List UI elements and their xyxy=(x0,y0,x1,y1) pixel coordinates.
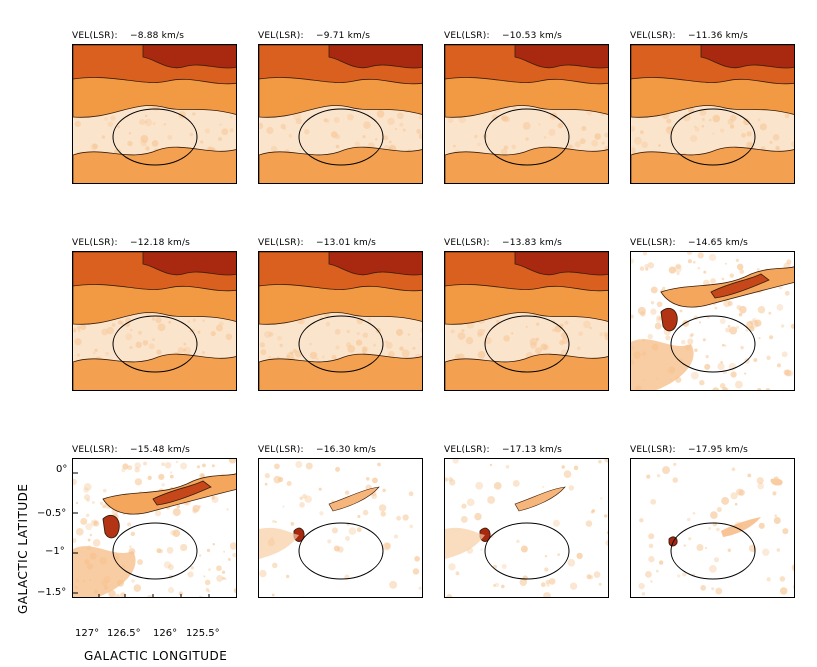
emission-map xyxy=(73,459,236,597)
region-ellipse xyxy=(112,522,198,580)
velocity-label-12: VEL(LSR): −17.95 km/s xyxy=(630,445,749,455)
y-tick-label: −0.5° xyxy=(37,508,67,519)
channel-map-panel-4 xyxy=(630,44,795,184)
region-ellipse xyxy=(484,522,570,580)
x-tick-label: 127° xyxy=(75,628,100,639)
emission-map xyxy=(73,252,236,390)
channel-map-panel-10 xyxy=(258,458,423,598)
region-ellipse xyxy=(298,522,384,580)
velocity-label-4: VEL(LSR): −11.36 km/s xyxy=(630,31,749,41)
y-tick-label: −1° xyxy=(45,546,65,557)
region-ellipse xyxy=(112,315,198,373)
velocity-label-2: VEL(LSR): −9.71 km/s xyxy=(258,31,371,41)
emission-map xyxy=(445,45,608,183)
region-ellipse xyxy=(112,108,198,166)
region-ellipse xyxy=(670,108,756,166)
y-tick-label: −1.5° xyxy=(37,587,67,598)
velocity-label-11: VEL(LSR): −17.13 km/s xyxy=(444,445,563,455)
channel-map-panel-1 xyxy=(72,44,237,184)
emission-map xyxy=(631,252,794,390)
emission-map xyxy=(259,45,422,183)
emission-map xyxy=(445,252,608,390)
channel-map-panel-11 xyxy=(444,458,609,598)
velocity-label-10: VEL(LSR): −16.30 km/s xyxy=(258,445,377,455)
x-tick-label: 126.5° xyxy=(107,628,141,639)
channel-map-panel-6 xyxy=(258,251,423,391)
emission-map xyxy=(631,459,794,597)
velocity-label-7: VEL(LSR): −13.83 km/s xyxy=(444,238,563,248)
y-axis-title: GALACTIC LATITUDE xyxy=(16,483,30,614)
x-tick-label: 126° xyxy=(153,628,178,639)
channel-map-panel-9 xyxy=(72,458,237,598)
channel-map-panel-2 xyxy=(258,44,423,184)
velocity-label-3: VEL(LSR): −10.53 km/s xyxy=(444,31,563,41)
channel-map-panel-7 xyxy=(444,251,609,391)
region-ellipse xyxy=(298,108,384,166)
x-axis-title: GALACTIC LONGITUDE xyxy=(84,649,228,663)
region-ellipse xyxy=(484,108,570,166)
emission-map xyxy=(259,459,422,597)
region-ellipse xyxy=(484,315,570,373)
region-ellipse xyxy=(298,315,384,373)
velocity-label-5: VEL(LSR): −12.18 km/s xyxy=(72,238,191,248)
velocity-label-1: VEL(LSR): −8.88 km/s xyxy=(72,31,185,41)
channel-map-panel-8 xyxy=(630,251,795,391)
region-ellipse xyxy=(670,522,756,580)
velocity-label-9: VEL(LSR): −15.48 km/s xyxy=(72,445,191,455)
emission-map xyxy=(259,252,422,390)
y-tick-label: 0° xyxy=(56,464,68,475)
x-tick-label: 125.5° xyxy=(186,628,220,639)
channel-map-panel-5 xyxy=(72,251,237,391)
channel-map-panel-12 xyxy=(630,458,795,598)
region-ellipse xyxy=(670,315,756,373)
emission-map xyxy=(631,45,794,183)
velocity-label-6: VEL(LSR): −13.01 km/s xyxy=(258,238,377,248)
velocity-label-8: VEL(LSR): −14.65 km/s xyxy=(630,238,749,248)
channel-map-panel-3 xyxy=(444,44,609,184)
emission-map xyxy=(73,45,236,183)
emission-map xyxy=(445,459,608,597)
